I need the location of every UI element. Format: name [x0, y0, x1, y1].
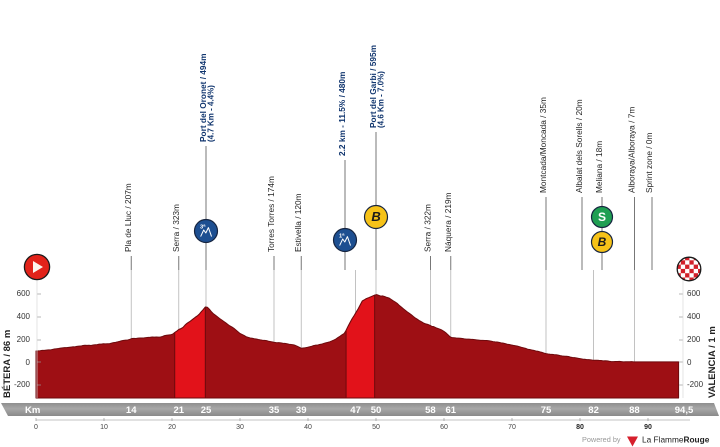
svg-text:0: 0: [34, 424, 38, 431]
svg-text:Serra / 323m: Serra / 323m: [171, 204, 181, 252]
svg-text:Estivella / 120m: Estivella / 120m: [293, 193, 303, 252]
svg-text:Serra / 322m: Serra / 322m: [422, 204, 432, 252]
svg-text:2.2 km - 11.5% / 480m: 2.2 km - 11.5% / 480m: [337, 72, 347, 156]
svg-text:Sprint zone / 0m: Sprint zone / 0m: [644, 132, 654, 193]
svg-text:61: 61: [446, 405, 457, 416]
svg-text:Pla de Lluc / 207m: Pla de Lluc / 207m: [123, 183, 133, 252]
svg-text:Montcada/Moncada / 35m: Montcada/Moncada / 35m: [538, 97, 548, 193]
svg-text:50: 50: [371, 405, 382, 416]
svg-text:20: 20: [168, 424, 176, 431]
svg-text:(4.6 Km - 7.0%): (4.6 Km - 7.0%): [377, 71, 386, 128]
svg-text:50: 50: [372, 424, 380, 431]
svg-text:60: 60: [440, 424, 448, 431]
svg-text:14: 14: [126, 405, 137, 416]
svg-text:Km: Km: [25, 405, 40, 416]
svg-text:Albalat dels Sorells / 20m: Albalat dels Sorells / 20m: [574, 99, 584, 193]
svg-text:90: 90: [644, 424, 652, 431]
svg-text:25: 25: [201, 405, 212, 416]
svg-text:40: 40: [304, 424, 312, 431]
svg-text:30: 30: [236, 424, 244, 431]
svg-text:35: 35: [269, 405, 280, 416]
svg-text:Alboraya/Alboraya / 7m: Alboraya/Alboraya / 7m: [626, 107, 636, 193]
svg-text:94,5: 94,5: [675, 405, 694, 416]
svg-text:58: 58: [425, 405, 436, 416]
svg-text:S: S: [598, 210, 606, 224]
svg-text:21: 21: [174, 405, 185, 416]
svg-text:70: 70: [508, 424, 516, 431]
svg-text:39: 39: [296, 405, 307, 416]
svg-text:88: 88: [629, 405, 640, 416]
svg-text:Torres Torres / 174m: Torres Torres / 174m: [266, 176, 276, 252]
svg-text:(4.7 Km - 4.4%): (4.7 Km - 4.4%): [207, 85, 216, 142]
svg-text:82: 82: [588, 405, 599, 416]
svg-text:Náquera / 219m: Náquera / 219m: [443, 192, 453, 252]
svg-text:Meliana / 18m: Meliana / 18m: [594, 141, 604, 193]
svg-text:La FlammeRouge: La FlammeRouge: [642, 435, 710, 445]
svg-text:75: 75: [541, 405, 552, 416]
svg-text:Powered by: Powered by: [582, 435, 621, 444]
svg-text:B: B: [371, 209, 380, 224]
svg-text:80: 80: [576, 424, 584, 431]
svg-text:B: B: [598, 235, 607, 249]
svg-text:47: 47: [350, 405, 361, 416]
svg-text:10: 10: [100, 424, 108, 431]
